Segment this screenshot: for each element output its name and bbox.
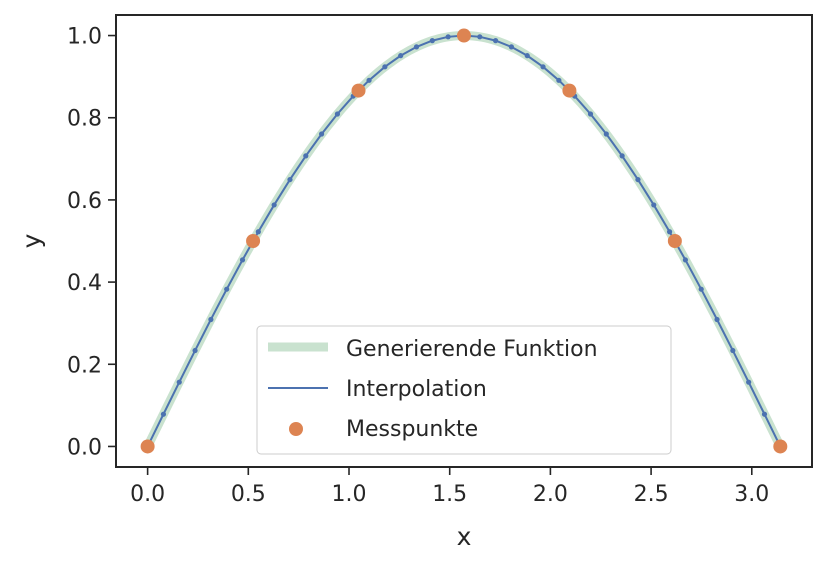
interpolation-point (666, 229, 673, 235)
interpolation-point (730, 347, 736, 354)
interpolation-point (382, 64, 388, 70)
interpolation-point (160, 411, 167, 417)
interpolation-point (208, 316, 214, 323)
y-axis: 0.0 0.2 0.4 0.6 0.8 1.0 (67, 25, 116, 460)
axes-frame (115, 14, 813, 468)
y-tick-label: 0.2 (67, 353, 102, 378)
interpolation-point (540, 64, 546, 70)
interpolation-point (635, 176, 641, 183)
x-tick-label: 2.0 (533, 482, 568, 507)
interpolation-point (176, 379, 182, 385)
y-tick-label: 0.8 (67, 107, 102, 132)
interpolation-point (224, 286, 230, 292)
x-tick-label: 0.0 (130, 482, 165, 507)
x-tick-label: 2.5 (634, 482, 669, 507)
interpolation-point (334, 111, 341, 117)
legend-box (256, 325, 672, 455)
measurement-point (456, 28, 471, 43)
interpolation-point (239, 257, 246, 263)
interpolation-point (255, 229, 261, 235)
measurement-point (773, 439, 788, 454)
y-tick-label: 1.0 (67, 25, 102, 50)
interpolation-point (761, 411, 768, 417)
y-tick-label: 0.6 (67, 189, 102, 214)
measurement-point (246, 234, 261, 248)
interpolation-point (477, 34, 483, 40)
interpolation-point (445, 34, 451, 40)
interpolation-point (303, 153, 309, 159)
interpolation-point (366, 77, 372, 83)
interpolation-point (398, 53, 404, 59)
x-tick-label: 3.0 (734, 482, 769, 507)
interpolation-point (603, 131, 609, 137)
interpolation-point (587, 111, 594, 117)
interpolation-point (714, 316, 720, 323)
interpolation-point (556, 77, 562, 83)
legend-label-interpolation: Interpolation (346, 377, 487, 402)
legend-label-measurements: Messpunkte (346, 417, 478, 442)
interpolation-point (287, 176, 293, 183)
y-axis-label: y (17, 233, 46, 248)
x-tick-label: 0.5 (231, 482, 266, 507)
x-axis-label: x (457, 522, 472, 551)
interpolation-point (698, 286, 704, 292)
y-tick-label: 0.0 (67, 435, 102, 460)
interpolation-point (682, 257, 688, 263)
measurement-point (140, 439, 155, 454)
interpolation-point (508, 44, 515, 50)
y-tick-label: 0.4 (67, 271, 102, 296)
measurement-point (667, 234, 682, 248)
measurement-point (562, 83, 577, 98)
plot-area (140, 28, 788, 454)
legend-label-generating: Generierende Funktion (346, 337, 598, 362)
interpolation-point (192, 347, 198, 354)
interpolation-point (492, 38, 499, 44)
interpolation-point (619, 153, 625, 159)
interpolation-point (651, 202, 657, 208)
x-tick-label: 1.5 (432, 482, 467, 507)
interpolation-point (746, 379, 752, 385)
interpolation-point (413, 44, 420, 50)
legend-swatch-measurements (289, 422, 303, 436)
legend: Generierende Funktion Interpolation Mess… (256, 325, 672, 455)
x-tick-label: 1.0 (332, 482, 367, 507)
interpolation-point (319, 131, 325, 137)
measurement-point (351, 83, 366, 98)
interpolation-point (524, 53, 530, 59)
x-axis: 0.0 0.5 1.0 1.5 2.0 2.5 3.0 (130, 467, 769, 507)
interpolation-point (271, 202, 277, 208)
interpolation-point (429, 38, 435, 44)
